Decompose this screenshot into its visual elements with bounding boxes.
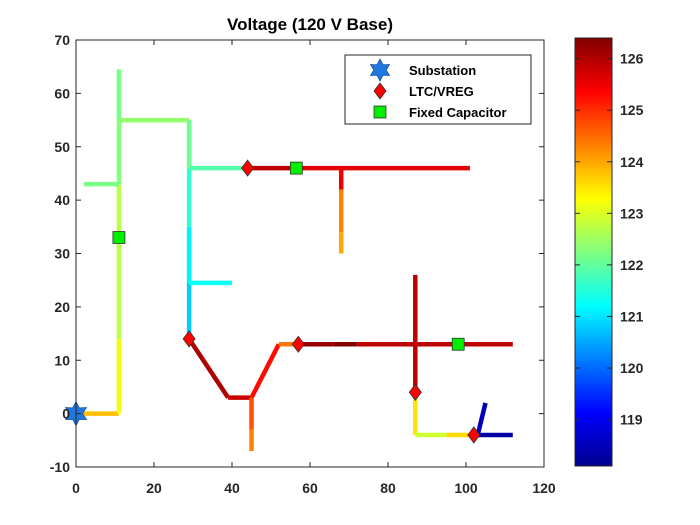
y-tick-label: 60: [54, 85, 70, 101]
legend-substation-icon: [369, 58, 391, 82]
regulator-marker: [408, 383, 422, 401]
legend: Substation LTC/VREG Fixed Capacitor: [344, 54, 532, 125]
regulator-marker: [291, 335, 305, 353]
regulator-marker: [467, 426, 481, 444]
x-tick-label: 20: [146, 480, 162, 496]
x-tick-label: 100: [454, 480, 478, 496]
feeder-segment: [475, 402, 488, 436]
chart-title: Voltage (120 V Base): [227, 15, 393, 34]
legend-capacitor-icon: [373, 105, 387, 119]
x-tick-label: 80: [380, 480, 396, 496]
feeder-segment: [249, 343, 281, 399]
capacitor-marker: [112, 231, 126, 244]
x-tick-label: 120: [532, 480, 556, 496]
legend-regulator-icon: [373, 82, 387, 100]
colorbar-tick-label: 119: [620, 412, 643, 428]
colorbar-ticks: 119 120 121 122 123 124 125 126: [575, 51, 644, 428]
legend-label: Fixed Capacitor: [409, 105, 507, 120]
y-tick-label: 40: [54, 192, 70, 208]
y-tick-label: 70: [54, 32, 70, 48]
x-tick-label: 0: [72, 480, 80, 496]
colorbar-tick-label: 125: [620, 102, 644, 118]
colorbar-tick-label: 121: [620, 308, 644, 324]
y-tick-label: -10: [50, 459, 70, 475]
y-tick-label: 50: [54, 139, 70, 155]
x-tick-label: 60: [302, 480, 318, 496]
colorbar-tick-label: 120: [620, 360, 644, 376]
y-tick-label: 0: [62, 406, 70, 422]
capacitor-marker: [451, 337, 465, 351]
x-tick-label: 40: [224, 480, 240, 496]
colorbar-tick-label: 123: [620, 205, 644, 221]
y-tick-label: 20: [54, 299, 70, 315]
capacitor-marker: [289, 161, 303, 175]
feeder-segments: [76, 69, 513, 451]
device-markers: [64, 159, 481, 444]
colorbar-tick-label: 124: [620, 154, 644, 170]
legend-label: Substation: [409, 63, 476, 78]
colorbar: [574, 37, 613, 467]
regulator-marker: [241, 159, 255, 177]
feeder-segment: [187, 337, 230, 399]
y-tick-label: 30: [54, 246, 70, 262]
colorbar-tick-label: 122: [620, 257, 644, 273]
regulator-marker: [182, 330, 196, 348]
y-tick-label: 10: [54, 352, 70, 368]
colorbar-tick-label: 126: [620, 51, 644, 67]
legend-label: LTC/VREG: [409, 84, 474, 99]
